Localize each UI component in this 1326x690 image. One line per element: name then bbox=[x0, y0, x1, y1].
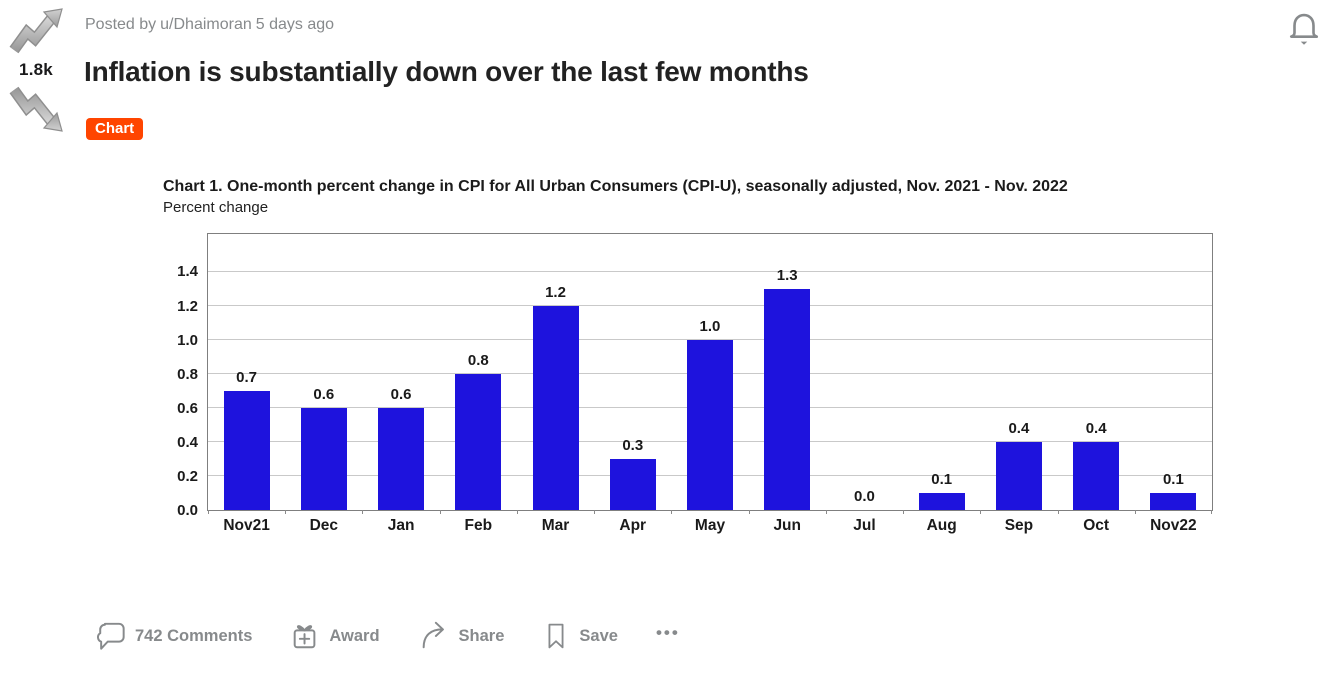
more-options-button[interactable]: ••• bbox=[655, 623, 680, 642]
bar bbox=[1150, 492, 1197, 510]
y-tick-label: 0.4 bbox=[177, 433, 198, 451]
bar bbox=[378, 407, 425, 510]
bar bbox=[995, 441, 1042, 510]
x-tick-mark bbox=[208, 510, 209, 514]
post-title[interactable]: Inflation is substantially down over the… bbox=[84, 56, 809, 87]
x-tick-mark bbox=[1211, 510, 1212, 514]
bar bbox=[223, 390, 270, 510]
y-tick-label: 0.8 bbox=[177, 365, 198, 383]
bar-value-label: 0.7 bbox=[236, 368, 258, 386]
bar-value-label: 0.4 bbox=[1085, 419, 1107, 437]
award-button[interactable]: Award bbox=[290, 620, 380, 652]
bar-value-label: 0.8 bbox=[467, 351, 489, 369]
y-tick-label: 1.4 bbox=[177, 263, 198, 281]
bar-value-label: 0.6 bbox=[313, 385, 335, 403]
comments-label: 742 Comments bbox=[135, 626, 253, 645]
byline-prefix: Posted by bbox=[85, 16, 157, 33]
x-tick-mark bbox=[439, 510, 441, 514]
share-arrow-icon bbox=[422, 621, 444, 649]
bar-value-label: 1.2 bbox=[545, 283, 566, 301]
x-tick-label: Jun bbox=[773, 517, 801, 534]
bell-icon[interactable] bbox=[1284, 8, 1324, 52]
bar bbox=[764, 288, 811, 510]
upvote-button[interactable] bbox=[8, 6, 64, 58]
x-tick-label: Jan bbox=[387, 517, 415, 534]
comment-bubble-icon bbox=[97, 622, 125, 650]
trend-down-arrow-icon bbox=[9, 86, 63, 132]
y-tick-label: 1.0 bbox=[177, 331, 198, 349]
x-tick-label: Nov21 bbox=[223, 517, 270, 534]
gridline bbox=[208, 270, 1212, 272]
chart-ylabel: Percent change bbox=[163, 199, 269, 216]
post-image-chart[interactable]: Chart 1. One-month percent change in CPI… bbox=[163, 178, 1223, 534]
bar-value-label: 0.1 bbox=[1162, 470, 1184, 488]
x-tick-label: Sep bbox=[1004, 517, 1034, 534]
save-button[interactable]: Save bbox=[542, 620, 618, 652]
gift-award-icon bbox=[294, 625, 316, 649]
author-link[interactable]: u/Dhaimoran bbox=[160, 16, 252, 33]
bar-value-label: 0.1 bbox=[931, 470, 953, 488]
bar bbox=[609, 458, 656, 510]
x-tick-label: Oct bbox=[1083, 517, 1110, 534]
vote-column: 1.8k bbox=[6, 6, 66, 134]
bookmark-icon bbox=[548, 623, 564, 649]
bar bbox=[1073, 441, 1120, 510]
y-tick-label: 1.2 bbox=[177, 297, 198, 315]
byline: Posted by u/Dhaimoran 5 days ago bbox=[85, 16, 338, 34]
bar bbox=[300, 407, 347, 510]
x-tick-label: Nov22 bbox=[1150, 517, 1197, 534]
x-tick-mark bbox=[825, 510, 827, 514]
x-tick-mark bbox=[903, 510, 905, 514]
plot-area: 0.0 0.2 0.4 0.6 0.8 1.0 1.2 1.4 0.7 Nov21 0.6 Dec 0.… bbox=[177, 233, 1213, 534]
x-tick-mark bbox=[1134, 510, 1136, 514]
bar-value-label: 0.3 bbox=[622, 436, 644, 454]
bar bbox=[532, 305, 579, 510]
share-button[interactable]: Share bbox=[418, 620, 505, 652]
post-actions: 742 Comments Award Share Save ••• bbox=[96, 620, 680, 652]
flair-badge[interactable]: Chart bbox=[86, 118, 144, 140]
chart-title: Chart 1. One-month percent change in CPI… bbox=[163, 178, 1068, 195]
x-tick-mark bbox=[516, 510, 518, 514]
y-tick-label: 0.0 bbox=[177, 502, 198, 519]
x-tick-mark bbox=[748, 510, 750, 514]
vote-count: 1.8k bbox=[19, 60, 53, 79]
x-tick-label: Aug bbox=[926, 517, 957, 534]
bar bbox=[455, 373, 502, 510]
x-tick-mark bbox=[362, 510, 364, 514]
bar-value-label: 0.6 bbox=[390, 385, 412, 403]
y-tick-label: 0.6 bbox=[177, 399, 198, 417]
bar-value-label: 0.4 bbox=[1008, 419, 1030, 437]
gridline bbox=[208, 305, 1212, 307]
x-tick-mark bbox=[1057, 510, 1059, 514]
x-tick-mark bbox=[980, 510, 982, 514]
post-time: 5 days ago bbox=[255, 16, 335, 33]
trend-up-arrow-icon bbox=[9, 8, 63, 54]
bar-value-label: 1.0 bbox=[699, 317, 721, 335]
bar-value-label: 1.3 bbox=[776, 266, 798, 284]
bar bbox=[687, 339, 733, 510]
save-label: Save bbox=[579, 626, 618, 645]
x-tick-label: Feb bbox=[464, 517, 493, 534]
x-tick-mark bbox=[594, 510, 596, 514]
y-tick-label: 0.2 bbox=[177, 467, 198, 485]
share-label: Share bbox=[458, 626, 505, 645]
x-tick-mark bbox=[671, 510, 673, 514]
x-tick-mark bbox=[285, 510, 287, 514]
x-tick-label: May bbox=[694, 517, 726, 534]
bar-value-label: 0.0 bbox=[854, 488, 875, 505]
award-label: Award bbox=[329, 626, 380, 645]
bar bbox=[918, 492, 965, 510]
x-tick-label: Dec bbox=[309, 517, 339, 534]
x-tick-label: Jul bbox=[853, 517, 876, 534]
x-tick-label: Mar bbox=[541, 517, 570, 534]
comments-button[interactable]: 742 Comments bbox=[96, 620, 252, 652]
downvote-button[interactable] bbox=[8, 82, 64, 134]
x-tick-label: Apr bbox=[619, 517, 647, 534]
